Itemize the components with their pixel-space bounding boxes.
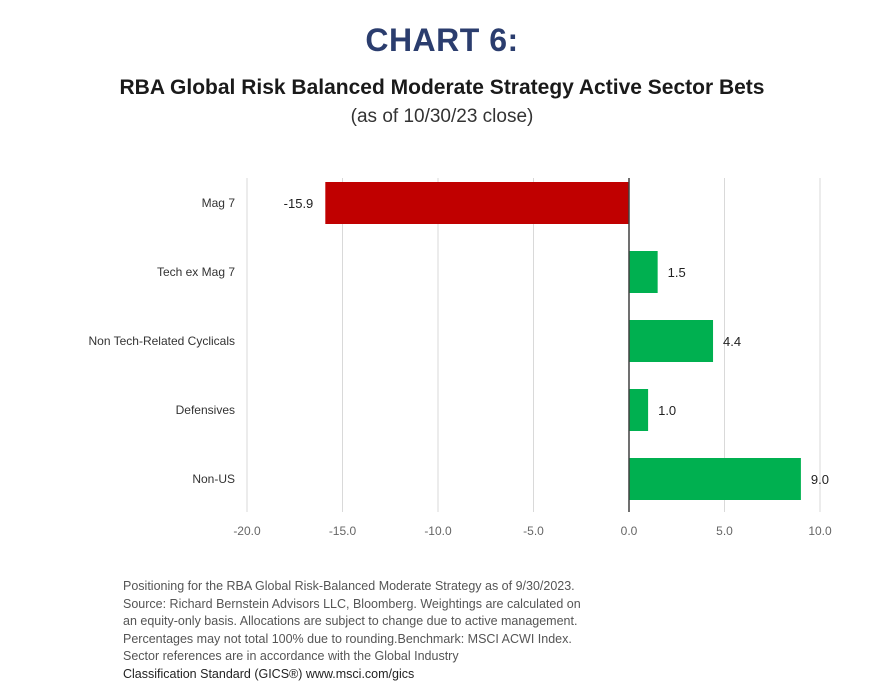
footnote-line: Positioning for the RBA Global Risk-Bala… <box>123 579 575 593</box>
bar <box>629 458 801 500</box>
data-label: 1.5 <box>668 265 686 280</box>
category-label: Mag 7 <box>202 196 236 210</box>
data-label: 1.0 <box>658 403 676 418</box>
chart-subtitle: (as of 10/30/23 close) <box>350 106 534 127</box>
x-tick-label: -10.0 <box>424 524 452 538</box>
footnote-line: Sector references are in accordance with… <box>123 649 459 663</box>
footnote-line: Source: Richard Bernstein Advisors LLC, … <box>123 596 581 611</box>
footnote-line: Classification Standard (GICS®) www.msci… <box>123 666 415 681</box>
x-tick-label: -5.0 <box>523 524 544 538</box>
x-tick-label: 5.0 <box>716 524 733 538</box>
bar <box>629 320 714 362</box>
data-label: -15.9 <box>284 196 314 211</box>
chart-title: RBA Global Risk Balanced Moderate Strate… <box>119 76 765 99</box>
category-label: Defensives <box>176 403 235 417</box>
category-label: Non Tech-Related Cyclicals <box>88 334 235 348</box>
bar <box>629 389 649 431</box>
data-label: 9.0 <box>811 472 829 487</box>
footnote: Positioning for the RBA Global Risk-Bala… <box>123 578 823 683</box>
category-label: Tech ex Mag 7 <box>157 265 235 279</box>
x-tick-label: -20.0 <box>233 524 261 538</box>
bar <box>629 251 658 293</box>
x-tick-label: -15.0 <box>329 524 357 538</box>
bar-chart: Mag 7 -15.9 Tech ex Mag 7 1.5 Non Tech-Relat… <box>88 178 832 538</box>
data-label: 4.4 <box>723 334 741 349</box>
category-label: Non-US <box>192 472 235 486</box>
x-tick-label: 0.0 <box>621 524 638 538</box>
footnote-line: an equity-only basis. Allocations are su… <box>123 614 578 628</box>
bar <box>325 182 629 224</box>
footnote-line: Percentages may not total 100% due to ro… <box>123 631 572 646</box>
chart-heading: CHART 6: <box>365 22 519 58</box>
x-tick-label: 10.0 <box>808 524 832 538</box>
